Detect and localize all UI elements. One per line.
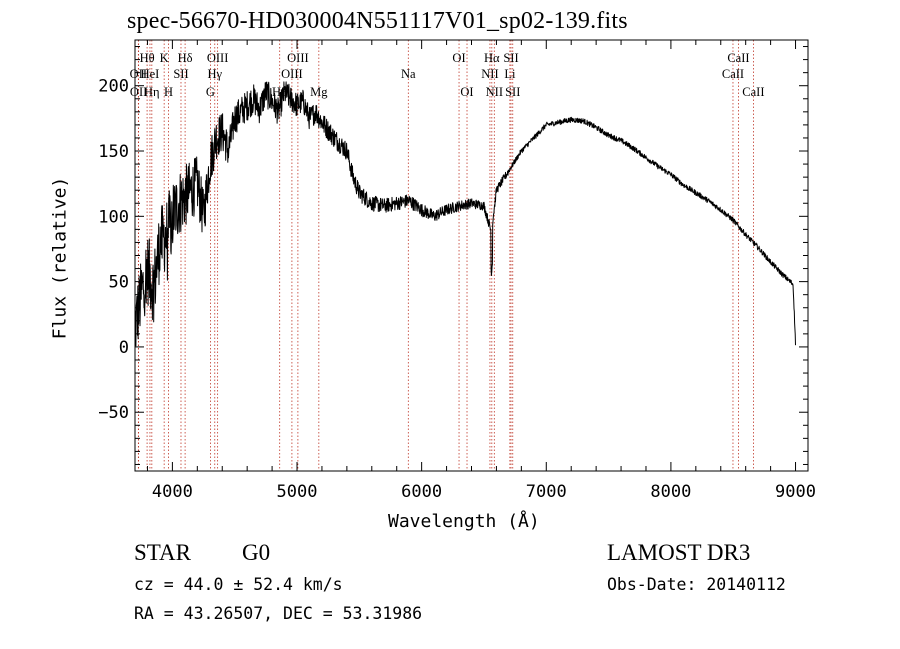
line-marker-label: Hη: [144, 85, 160, 99]
line-marker-label: Hα: [484, 51, 500, 65]
line-marker-label: OI: [452, 51, 465, 65]
x-tick-label: 8000: [650, 482, 691, 502]
x-tick-label: 7000: [526, 482, 567, 502]
line-marker-label: Hδ: [178, 51, 193, 65]
line-marker-label: OIII: [287, 51, 309, 65]
chart-title: spec-56670-HD030004N551117V01_sp02-139.f…: [127, 8, 628, 34]
line-marker-label: OIII: [281, 67, 303, 81]
line-marker-label: Li: [504, 67, 516, 81]
line-marker-label: Na: [401, 67, 416, 81]
line-marker-label: G: [206, 85, 215, 99]
line-marker-label: OII: [130, 85, 147, 99]
spectrum-line: [134, 81, 796, 347]
survey-name: LAMOST DR3: [607, 540, 751, 565]
line-marker-label: Hβ: [272, 85, 287, 99]
line-marker-label: NII: [486, 85, 503, 99]
x-tick-label: 5000: [277, 482, 318, 502]
line-marker-label: H: [164, 85, 173, 99]
line-marker-label: OI: [460, 85, 473, 99]
line-marker-label: Mg: [310, 85, 328, 99]
y-tick-label: 200: [98, 77, 129, 97]
x-tick-label: 9000: [775, 482, 816, 502]
line-marker-label: SII: [173, 67, 188, 81]
y-tick-label: 100: [98, 207, 129, 227]
line-marker-label: CaII: [742, 85, 764, 99]
obs-date: Obs-Date: 20140112: [607, 575, 786, 594]
redshift-text: cz = 44.0 ± 52.4 km/s: [134, 575, 343, 594]
x-tick-label: 4000: [152, 482, 193, 502]
line-marker-label: OII: [130, 67, 147, 81]
object-class: STAR: [134, 540, 191, 565]
plot-frame: [134, 39, 809, 472]
line-marker-label: OIII: [207, 51, 229, 65]
line-marker-label: HeI: [141, 67, 160, 81]
line-marker-label: Hθ: [140, 51, 155, 65]
line-marker-label: SII: [505, 85, 520, 99]
line-marker-label: NII: [481, 67, 498, 81]
axis-ticks: 4000 5000 6000 7000 8000 9000 −50 0 50 100 150 200: [98, 40, 816, 502]
y-axis-label: Flux (relative): [49, 176, 71, 340]
line-marker-label: Hγ: [207, 67, 222, 81]
line-marker-label: SII: [503, 51, 518, 65]
x-axis-label: Wavelength (Å): [388, 511, 540, 532]
line-marker-label: CaII: [722, 67, 744, 81]
y-tick-label: 50: [109, 273, 129, 293]
line-marker-label: K: [160, 51, 169, 65]
y-tick-label: 150: [98, 142, 129, 162]
x-tick-label: 6000: [401, 482, 442, 502]
coordinates: RA = 43.26507, DEC = 53.31986: [134, 604, 423, 623]
y-tick-label: 0: [119, 338, 129, 358]
object-subclass: G0: [242, 540, 271, 565]
line-marker-label: CaII: [727, 51, 749, 65]
line-markers: [137, 40, 754, 471]
y-tick-label: −50: [98, 403, 129, 423]
